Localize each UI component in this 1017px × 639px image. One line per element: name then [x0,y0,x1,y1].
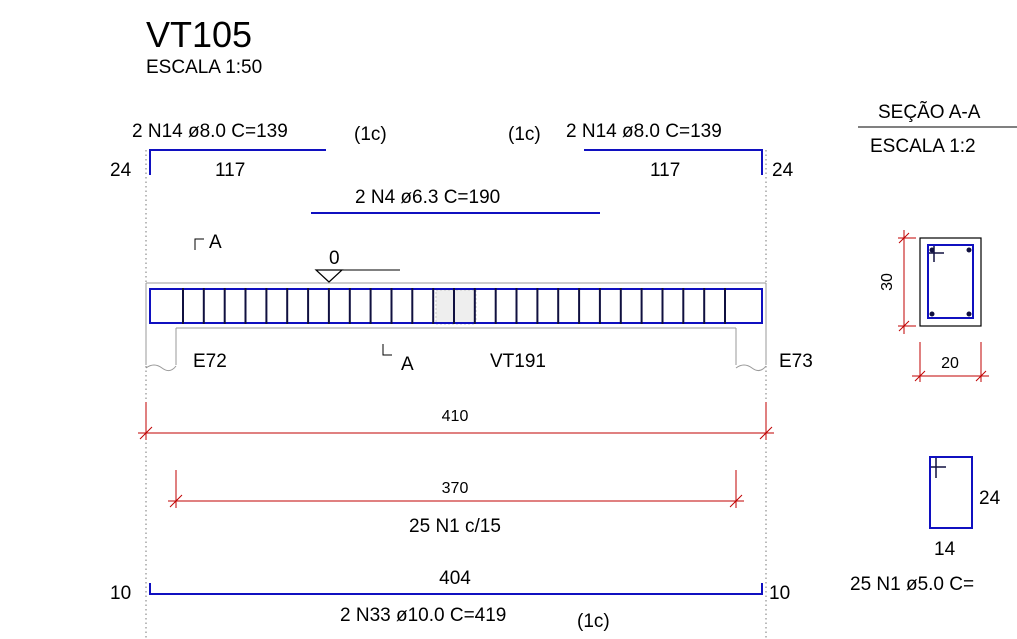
top-bar-right-length: 117 [650,160,680,181]
section-cut-top: A [194,232,222,253]
crossing-beam-label: VT191 [490,351,546,372]
stirrup-shape [929,456,973,529]
top-bar-left-layer: (1c) [354,124,387,145]
top-bar-right-hook: 24 [772,160,794,181]
rebar-dot [929,247,935,253]
dimension-stirrup-zone-value: 370 [442,480,469,497]
section-title: SEÇÃO A-A [878,101,981,123]
bottom-bar-hook-right: 10 [769,583,790,604]
stirrup-width: 14 [934,539,956,560]
top-bar-right-layer: (1c) [508,124,541,145]
stirrup-spacing-spec: 25 N1 c/15 [409,516,501,537]
svg-text:A: A [401,354,414,375]
longitudinal-bars [149,288,763,324]
top-bar-right-label: 2 N14 ø8.0 C=139 [566,121,722,142]
stirrup-detail: 24 14 25 N1 ø5.0 C= [850,456,1001,595]
level-value: 0 [329,248,340,269]
section-view: SEÇÃO A-A ESCALA 1:2 30 20 [858,101,1017,382]
section-concrete [919,237,982,327]
rebar-dot [929,311,935,317]
beam-scale: ESCALA 1:50 [146,57,262,78]
rebar-dot [966,247,972,253]
dimension-total-value: 410 [442,408,469,425]
top-bar-right: (1c) 2 N14 ø8.0 C=139 117 24 [508,121,794,181]
bottom-bar-hook-left: 10 [110,583,131,604]
level-marker: 0 [314,248,400,283]
svg-text:A: A [209,232,222,253]
bottom-bar: 404 10 10 2 N33 ø10.0 C=419 (1c) [110,568,790,632]
section-cut-bottom: A [382,344,414,375]
top-bar-left: 2 N14 ø8.0 C=139 (1c) 117 24 [110,121,387,181]
top-bar-left-label: 2 N14 ø8.0 C=139 [132,121,288,142]
section-width: 20 [941,355,959,372]
stirrups [182,288,726,324]
support-right: E73 [779,351,813,372]
support-left: E72 [193,351,227,372]
stirrup-height: 24 [979,488,1001,509]
bottom-bar-length: 404 [439,568,471,589]
bottom-bar-layer: (1c) [577,611,610,632]
top-bar-left-length: 117 [215,160,245,181]
dimension-stirrup-zone: 370 25 N1 c/15 [168,470,744,537]
dimension-total: 410 [138,402,774,440]
beam-title: VT105 [146,14,252,55]
top-bar-left-hook: 24 [110,160,132,181]
section-stirrup [927,244,974,319]
section-height: 30 [879,273,896,291]
stirrup-label: 25 N1 ø5.0 C= [850,574,974,595]
middle-bar: 2 N4 ø6.3 C=190 [311,187,600,214]
beam-outline [145,282,767,372]
crossing-beam-hatch [435,289,477,325]
section-scale: ESCALA 1:2 [870,136,976,157]
rebar-dot [966,311,972,317]
bottom-bar-label: 2 N33 ø10.0 C=419 [340,605,506,626]
middle-bar-label: 2 N4 ø6.3 C=190 [355,187,500,208]
